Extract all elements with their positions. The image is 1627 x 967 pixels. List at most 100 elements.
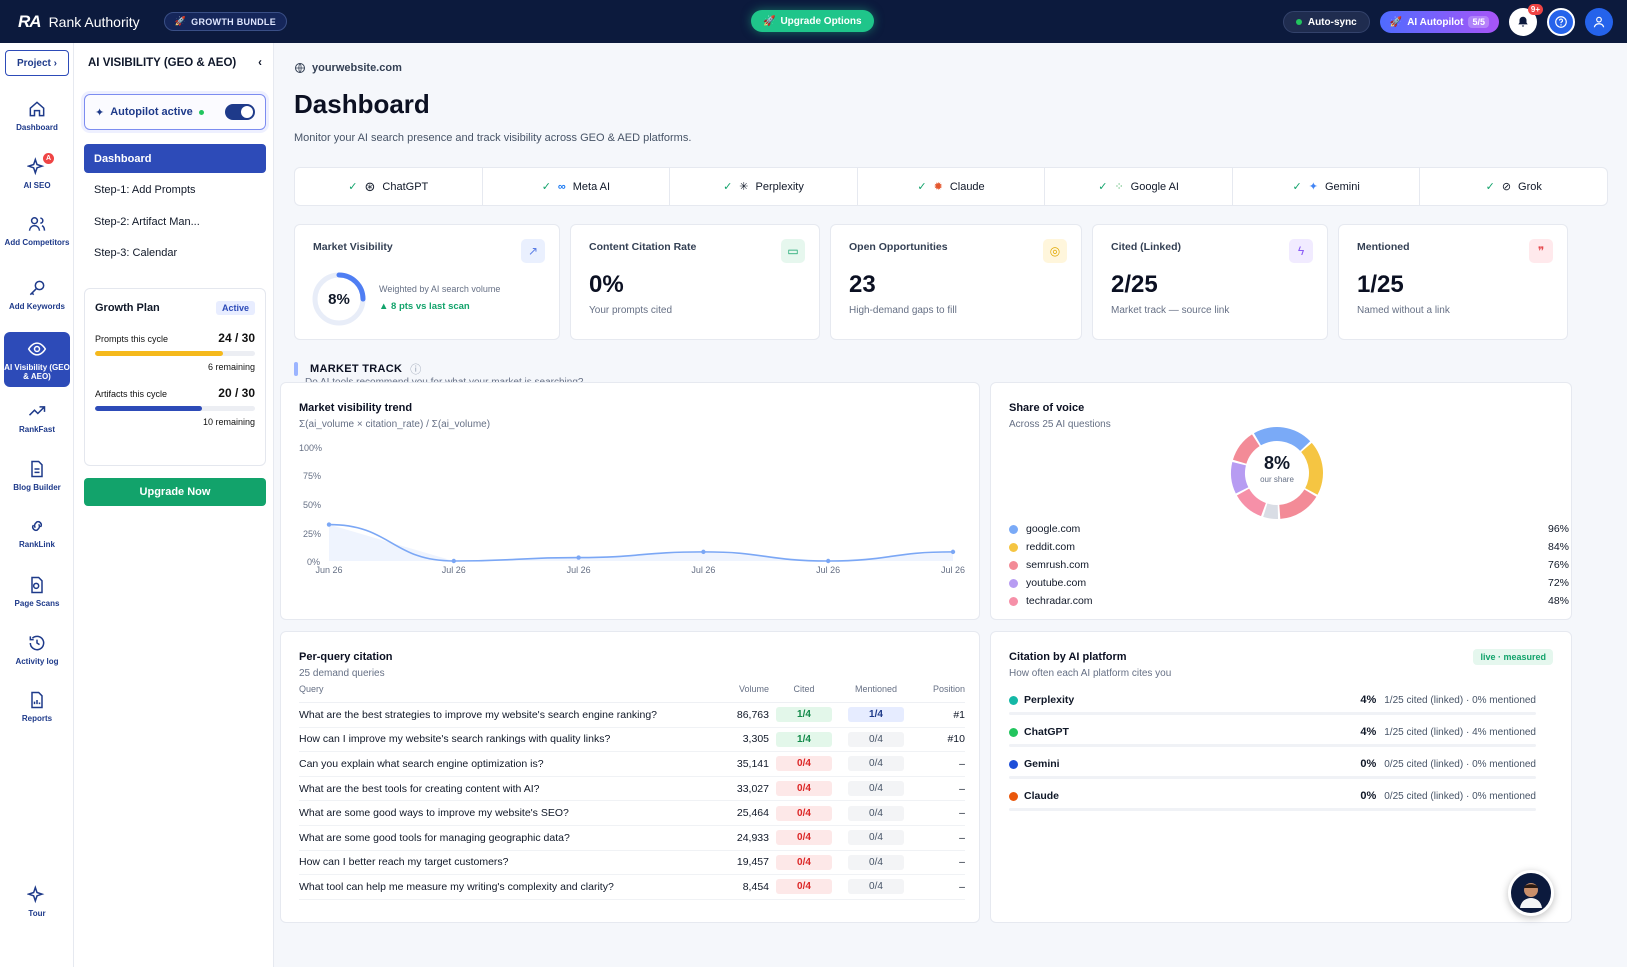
cited-pill: 0/4 xyxy=(776,781,832,797)
trend-point[interactable] xyxy=(950,549,956,555)
x-tick-label: Jul 26 xyxy=(941,565,965,575)
col-position[interactable]: Position xyxy=(913,684,965,703)
rail-label: Reports xyxy=(21,714,53,723)
per-query-table: Query Volume Cited Mentioned Position Wh… xyxy=(299,684,965,900)
rail-item-add-keywords[interactable]: Add Keywords xyxy=(4,277,70,311)
query-text: Can you explain what search engine optim… xyxy=(299,751,719,777)
donut-segment[interactable] xyxy=(1279,489,1317,519)
user-menu-button[interactable] xyxy=(1585,8,1613,36)
platform-dot-icon xyxy=(1009,727,1018,737)
site-selector[interactable]: yourwebsite.com xyxy=(294,62,402,74)
target-icon: ◎ xyxy=(1043,239,1067,263)
trend-point[interactable] xyxy=(576,555,581,560)
auto-sync-button[interactable]: Auto-sync xyxy=(1282,11,1370,33)
rail-item-ranklink[interactable]: RankLink xyxy=(4,515,70,549)
platform-label: Grok xyxy=(1518,180,1542,193)
platform-name: ChatGPT xyxy=(1009,726,1069,738)
query-mentioned-cell: 0/4 xyxy=(839,800,913,826)
platform-detail: 1/25 cited (linked) · 4% mentioned xyxy=(1384,727,1536,738)
rail-item-dashboard[interactable]: Dashboard xyxy=(4,98,70,132)
legend-name: techradar.com xyxy=(1026,595,1093,607)
rail-item-add-competitors[interactable]: Add Competitors xyxy=(4,213,70,247)
donut-segment[interactable] xyxy=(1231,461,1249,494)
col-cited[interactable]: Cited xyxy=(769,684,839,703)
table-row[interactable]: How can I improve my website's search ra… xyxy=(299,727,965,753)
upgrade-now-button[interactable]: Upgrade Now xyxy=(84,478,266,506)
col-query[interactable]: Query xyxy=(299,684,719,703)
bundle-badge[interactable]: 🚀 GROWTH BUNDLE xyxy=(163,12,288,31)
rail-item-reports[interactable]: Reports xyxy=(4,689,70,723)
nav-step-1[interactable]: Step-1: Add Prompts xyxy=(94,183,196,196)
claude-icon: ✹ xyxy=(933,181,943,193)
nav-dashboard[interactable]: Dashboard xyxy=(84,144,266,173)
notifications-button[interactable]: 9+ xyxy=(1509,4,1543,36)
table-row[interactable]: What are some good tools for managing ge… xyxy=(299,825,965,851)
rail-item-activity-log[interactable]: Activity log xyxy=(4,632,70,666)
rail-item-ai-seo[interactable]: A AI SEO xyxy=(4,153,70,190)
help-button[interactable] xyxy=(1547,8,1575,36)
donut-segment[interactable] xyxy=(1253,427,1311,451)
rail-item-tour[interactable]: Tour xyxy=(4,884,70,918)
col-mentioned[interactable]: Mentioned xyxy=(839,684,913,703)
legend-pct: 96% xyxy=(1547,523,1569,535)
autopilot-toggle-box[interactable]: ✦ Autopilot active xyxy=(84,94,266,130)
legend-item: semrush.com 76% xyxy=(1009,556,1569,574)
donut-segment[interactable] xyxy=(1236,488,1266,517)
platform-detail: 0/25 cited (linked) · 0% mentioned xyxy=(1384,791,1536,802)
help-icon xyxy=(1555,16,1567,28)
table-row[interactable]: What are the best tools for creating con… xyxy=(299,776,965,802)
rail-item-rankfast[interactable]: RankFast xyxy=(4,400,70,434)
trend-point[interactable] xyxy=(326,522,332,527)
donut-segment[interactable] xyxy=(1232,434,1260,464)
autopilot-toggle[interactable] xyxy=(225,104,255,120)
table-row[interactable]: What tool can help me measure my writing… xyxy=(299,874,965,900)
rail-item-blog-builder[interactable]: Blog Builder xyxy=(4,458,70,492)
donut-segment[interactable] xyxy=(1263,503,1279,519)
kpi-label: Open Opportunities xyxy=(849,241,948,253)
table-row[interactable]: How can I better reach my target custome… xyxy=(299,850,965,876)
ai-autopilot-button[interactable]: 🚀 AI Autopilot 5/5 xyxy=(1379,11,1499,33)
sidebar-title: AI VISIBILITY (GEO & AEO) ‹ xyxy=(88,57,262,69)
project-button[interactable]: Project › xyxy=(5,50,69,76)
platform-row-claude: Claude 0% 0/25 cited (linked) · 0% mentio… xyxy=(1009,790,1536,822)
table-row[interactable]: What are the best strategies to improve … xyxy=(299,702,965,728)
rail-label: RankFast xyxy=(18,425,55,434)
table-row[interactable]: Can you explain what search engine optim… xyxy=(299,751,965,777)
rail-item-ai-visibility[interactable]: AI Visibility (GEO & AEO) xyxy=(4,332,70,387)
kpi-mentioned: Mentioned ❞ 1/25 Named without a link xyxy=(1338,224,1568,340)
platform-perplexity[interactable]: ✓ ✳ Perplexity xyxy=(670,168,858,205)
query-mentioned-cell: 0/4 xyxy=(839,825,913,851)
trend-point[interactable] xyxy=(451,558,456,564)
rail-item-page-scans[interactable]: Page Scans xyxy=(4,574,70,608)
query-mentioned-cell: 0/4 xyxy=(839,776,913,802)
nav-step-2[interactable]: Step-2: Artifact Man... xyxy=(94,215,200,228)
support-chat-button[interactable] xyxy=(1508,870,1554,916)
platform-gemini[interactable]: ✓ ✦ Gemini xyxy=(1233,168,1421,205)
platform-chatgpt[interactable]: ✓ ⊛ ChatGPT xyxy=(295,168,483,205)
rail-badge: A xyxy=(43,153,54,164)
trend-point[interactable] xyxy=(826,558,831,564)
brand-mark-icon: RA xyxy=(18,11,42,31)
query-mentioned-cell: 0/4 xyxy=(839,850,913,876)
info-icon[interactable]: ⓘ xyxy=(410,364,422,376)
cited-pill: 0/4 xyxy=(776,756,832,772)
platform-claude[interactable]: ✓ ✹ Claude xyxy=(858,168,1046,205)
table-row[interactable]: What are some good ways to improve my we… xyxy=(299,800,965,826)
query-position: – xyxy=(913,776,965,802)
platform-tabs: ✓ ⊛ ChatGPT ✓ ∞ Meta AI ✓ ✳ Perplexity ✓ ✹ Claud… xyxy=(294,167,1608,206)
nav-step-3[interactable]: Step-3: Calendar xyxy=(94,246,178,259)
brand-logo[interactable]: RA Rank Authority xyxy=(18,12,140,32)
platform-google-ai[interactable]: ✓ ⁘ Google AI xyxy=(1045,168,1233,205)
upgrade-options-button[interactable]: 🚀 Upgrade Options xyxy=(751,10,874,32)
donut-segment[interactable] xyxy=(1301,442,1323,495)
query-text: How can I better reach my target custome… xyxy=(299,850,719,876)
collapse-chevron-icon[interactable]: ‹ xyxy=(258,57,262,69)
platform-meta-ai[interactable]: ✓ ∞ Meta AI xyxy=(483,168,671,205)
query-position: – xyxy=(913,825,965,851)
donut-center-value: 8% xyxy=(1263,453,1290,473)
platform-name-text: Claude xyxy=(1024,790,1060,802)
trend-point[interactable] xyxy=(701,549,706,555)
globe-icon xyxy=(295,63,305,73)
col-volume[interactable]: Volume xyxy=(719,684,769,703)
platform-grok[interactable]: ✓ ⊘ Grok xyxy=(1420,168,1607,205)
